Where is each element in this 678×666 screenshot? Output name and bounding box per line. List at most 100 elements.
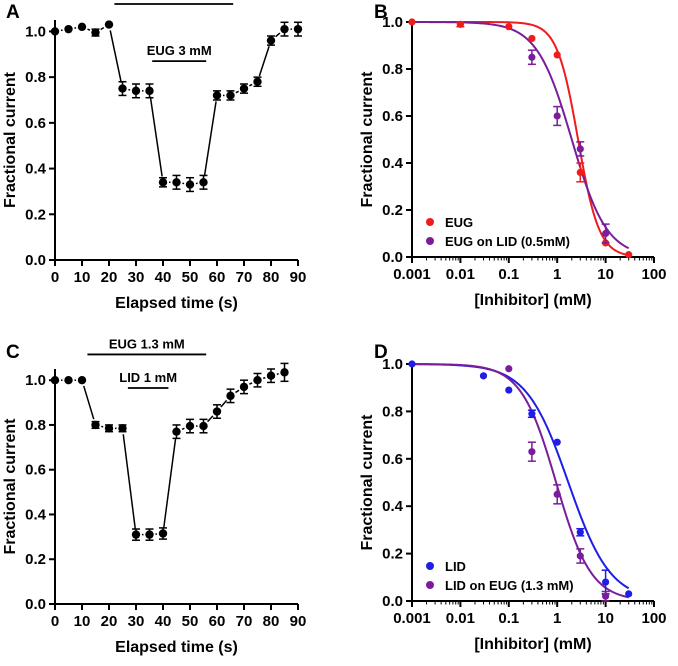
- x-tick-label: 1: [553, 266, 561, 283]
- connector-segment: [109, 30, 122, 83]
- annotation-label: LID 1 mM: [119, 370, 177, 385]
- y-tick-label: 0.8: [382, 61, 403, 78]
- annotation-label: LID 0.5 mM: [139, 0, 208, 1]
- y-tick-label: 1.0: [25, 23, 46, 40]
- y-tick-label: 1.0: [25, 372, 46, 389]
- x-tick-label: 0.001: [393, 266, 431, 283]
- y-tick-label: 0.2: [382, 202, 403, 219]
- connector-segment: [249, 382, 253, 385]
- x-tick-label: 10: [74, 269, 91, 286]
- data-point: [212, 91, 222, 100]
- panel-letter: B: [374, 2, 388, 23]
- data-point: [505, 365, 513, 373]
- data-point: [253, 375, 262, 385]
- connector-segment: [235, 389, 240, 394]
- data-point: [118, 424, 127, 433]
- data-point: [77, 375, 87, 385]
- x-tick-label: 40: [155, 613, 172, 630]
- data-point: [226, 391, 235, 401]
- legend-marker: [426, 218, 434, 226]
- y-tick-label: 0.2: [25, 551, 46, 568]
- x-axis-label: Elapsed time (s): [115, 639, 238, 656]
- x-tick-label: 70: [236, 613, 253, 630]
- y-tick-label: 0.8: [25, 69, 46, 86]
- data-point: [602, 592, 610, 600]
- legend-label: LID: [445, 559, 466, 574]
- panel-letter: D: [374, 342, 388, 363]
- y-tick-label: 0.4: [25, 161, 47, 178]
- x-tick-label: 0.01: [446, 266, 475, 283]
- connector-segment: [262, 376, 266, 380]
- x-tick-label: 20: [101, 613, 118, 630]
- data-point: [528, 53, 536, 61]
- fit-curve-0: [411, 363, 630, 590]
- x-tick-label: 80: [263, 269, 280, 286]
- connector-segment: [249, 83, 253, 87]
- data-point: [479, 372, 488, 380]
- x-tick-label: 1: [553, 610, 561, 627]
- x-tick-label: 60: [209, 613, 226, 630]
- x-tick-label: 90: [290, 613, 307, 630]
- data-point: [280, 24, 289, 34]
- x-tick-label: 0: [51, 613, 59, 630]
- y-tick-label: 0.8: [382, 403, 403, 420]
- x-tick-label: 20: [101, 269, 118, 286]
- x-tick-label: 40: [155, 269, 172, 286]
- y-tick-label: 0.6: [25, 115, 46, 132]
- data-point: [118, 84, 127, 93]
- x-axis-label: [Inhibitor] (mM): [474, 292, 591, 309]
- data-point: [528, 34, 536, 43]
- connector-segment: [83, 385, 95, 420]
- connector-segment: [163, 437, 177, 528]
- connector-segment: [220, 399, 228, 408]
- data-point: [185, 421, 195, 431]
- data-point: [625, 590, 633, 598]
- y-tick-label: 0.0: [382, 249, 403, 266]
- data-point: [553, 112, 561, 120]
- data-point: [145, 530, 154, 539]
- x-tick-label: 0.1: [498, 610, 519, 627]
- data-point: [602, 578, 610, 586]
- x-tick-label: 0: [51, 269, 59, 286]
- y-tick-label: 0.6: [382, 451, 403, 468]
- y-tick-label: 0.0: [382, 593, 403, 610]
- data-point: [50, 375, 60, 385]
- connector-segment: [203, 101, 217, 177]
- y-tick-label: 0.4: [25, 506, 47, 523]
- legend-label: LID on EUG (1.3 mM): [445, 578, 574, 593]
- legend-marker: [426, 562, 434, 570]
- data-point: [576, 145, 584, 153]
- y-tick-label: 1.0: [382, 356, 403, 373]
- connector-segment: [149, 96, 163, 177]
- legend-label: EUG on LID (0.5mM): [445, 234, 570, 249]
- data-point: [408, 18, 416, 26]
- data-point: [505, 23, 513, 31]
- data-point: [553, 51, 561, 59]
- x-tick-label: 30: [128, 269, 145, 286]
- data-point: [145, 86, 154, 96]
- data-point: [528, 410, 536, 418]
- data-point: [553, 490, 561, 498]
- data-point: [408, 360, 416, 368]
- connector-segment: [207, 415, 214, 423]
- legend-marker: [426, 581, 434, 589]
- data-point: [602, 229, 610, 238]
- x-tick-label: 0.001: [393, 610, 431, 627]
- fit-curve-1: [411, 363, 629, 599]
- data-point: [239, 382, 249, 392]
- data-point: [172, 427, 181, 436]
- data-point: [553, 438, 561, 446]
- data-point: [226, 91, 235, 100]
- data-point: [576, 528, 584, 536]
- y-tick-label: 0.0: [25, 596, 46, 613]
- x-tick-label: 80: [263, 613, 280, 630]
- data-point: [199, 178, 208, 187]
- data-point: [528, 448, 536, 456]
- annotation-label: EUG 1.3 mM: [109, 336, 185, 351]
- x-tick-label: 10: [597, 266, 614, 283]
- y-tick-label: 0.4: [382, 155, 404, 172]
- data-point: [131, 86, 141, 96]
- legend-marker: [426, 237, 434, 245]
- panel-letter: C: [6, 342, 20, 363]
